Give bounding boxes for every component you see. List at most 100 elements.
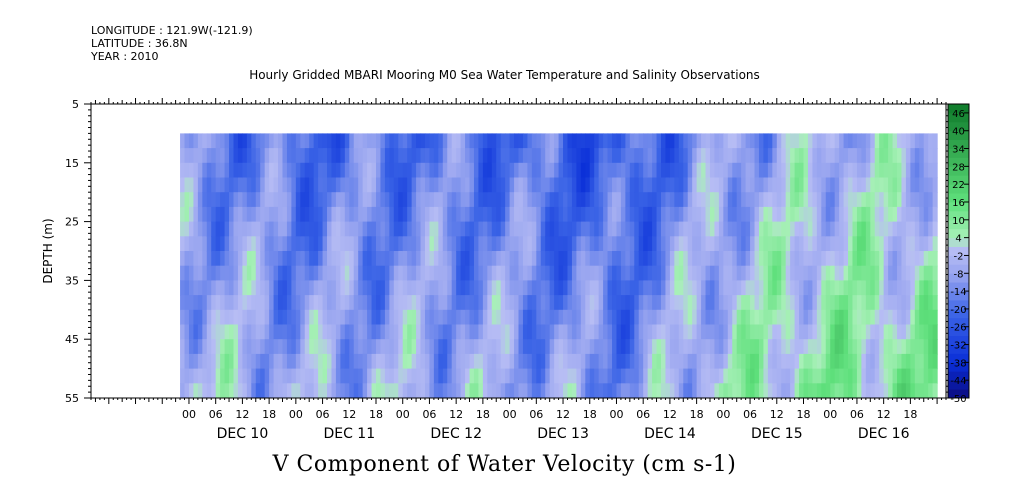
colorbar-tick-label: -38 bbox=[950, 358, 966, 369]
heatmap-cell bbox=[879, 236, 885, 252]
colorbar-bin bbox=[948, 246, 969, 256]
heatmap-cell bbox=[269, 206, 275, 223]
heatmap-cell bbox=[888, 280, 894, 296]
heatmap-cell bbox=[781, 368, 787, 384]
heatmap-cell bbox=[322, 206, 328, 223]
heatmap-cell bbox=[424, 324, 431, 340]
heatmap-cell bbox=[914, 383, 920, 398]
heatmap-cell bbox=[830, 221, 836, 237]
colorbar-bin bbox=[948, 273, 969, 283]
heatmap-cell bbox=[785, 206, 791, 223]
heatmap-cell bbox=[901, 236, 907, 252]
heatmap-cell bbox=[870, 309, 876, 326]
heatmap-cell bbox=[603, 236, 609, 252]
heatmap-cell bbox=[879, 206, 885, 223]
heatmap-cell bbox=[870, 236, 876, 252]
heatmap-cell bbox=[905, 280, 911, 296]
heatmap-cell bbox=[456, 177, 462, 193]
heatmap-cell bbox=[892, 324, 898, 340]
heatmap-cell bbox=[736, 324, 742, 340]
heatmap-cell bbox=[313, 265, 319, 281]
heatmap-cell bbox=[522, 192, 528, 208]
heatmap-cell bbox=[242, 265, 248, 281]
heatmap-cell bbox=[340, 236, 346, 252]
heatmap-cell bbox=[883, 353, 889, 370]
heatmap-cell bbox=[598, 280, 604, 296]
heatmap-cell bbox=[496, 368, 502, 384]
heatmap-cell bbox=[741, 339, 747, 355]
x-day-label: DEC 13 bbox=[537, 426, 589, 442]
heatmap-cell bbox=[353, 221, 359, 237]
heatmap-cell bbox=[856, 265, 862, 281]
heatmap-cell bbox=[193, 309, 199, 326]
heatmap-cell bbox=[612, 133, 618, 149]
heatmap-cell bbox=[429, 339, 435, 355]
heatmap-cell bbox=[732, 162, 738, 179]
heatmap-cell bbox=[255, 206, 261, 223]
heatmap-cell bbox=[612, 221, 618, 237]
heatmap-cell bbox=[358, 148, 364, 164]
heatmap-cell bbox=[687, 368, 693, 384]
heatmap-cell bbox=[554, 280, 560, 296]
heatmap-cell bbox=[291, 280, 297, 296]
heatmap-cell bbox=[322, 192, 328, 208]
x-tick-label: 00 bbox=[609, 408, 623, 421]
heatmap-cell bbox=[616, 339, 622, 355]
heatmap-cell bbox=[607, 339, 613, 355]
heatmap-cell bbox=[816, 177, 822, 193]
heatmap-cell bbox=[781, 309, 787, 326]
heatmap-cell bbox=[407, 133, 413, 149]
heatmap-cell bbox=[834, 368, 840, 384]
heatmap-cell bbox=[785, 324, 791, 340]
heatmap-cell bbox=[625, 148, 631, 164]
heatmap-cell bbox=[576, 368, 582, 384]
heatmap-cell bbox=[527, 162, 533, 179]
heatmap-cell bbox=[491, 368, 497, 384]
heatmap-cell bbox=[571, 162, 577, 179]
heatmap-cell bbox=[732, 265, 738, 281]
heatmap-cell bbox=[816, 309, 822, 326]
heatmap-cell bbox=[304, 324, 310, 340]
heatmap-cell bbox=[598, 295, 604, 311]
heatmap-cell bbox=[723, 221, 729, 237]
heatmap-cell bbox=[300, 295, 306, 311]
heatmap-cell bbox=[509, 148, 515, 164]
heatmap-cell bbox=[678, 177, 684, 193]
heatmap-cell bbox=[278, 192, 284, 208]
heatmap-cell bbox=[460, 368, 466, 384]
heatmap-cell bbox=[478, 177, 484, 193]
heatmap-cell bbox=[758, 265, 765, 281]
heatmap-cell bbox=[193, 339, 199, 355]
colorbar-tick-label: -14 bbox=[950, 287, 966, 298]
heatmap-cell bbox=[286, 265, 292, 281]
heatmap-cell bbox=[473, 148, 480, 164]
heatmap-cell bbox=[692, 324, 698, 340]
heatmap-cell bbox=[286, 353, 292, 370]
heatmap-cell bbox=[367, 221, 373, 237]
heatmap-cell bbox=[843, 353, 849, 370]
heatmap-cell bbox=[718, 177, 724, 193]
heatmap-cell bbox=[264, 148, 270, 164]
heatmap-cell bbox=[625, 162, 631, 179]
heatmap-cell bbox=[264, 133, 270, 149]
heatmap-cell bbox=[531, 251, 537, 267]
heatmap-cell bbox=[478, 353, 484, 370]
heatmap-cell bbox=[758, 324, 765, 340]
heatmap-cell bbox=[554, 133, 560, 149]
heatmap-cell bbox=[669, 309, 675, 326]
heatmap-cell bbox=[260, 162, 266, 179]
heatmap-cell bbox=[433, 383, 439, 398]
heatmap-cell bbox=[420, 280, 426, 296]
heatmap-cell bbox=[371, 236, 377, 252]
heatmap-cell bbox=[456, 339, 462, 355]
heatmap-cell bbox=[696, 368, 702, 384]
heatmap-cell bbox=[785, 177, 791, 193]
heatmap-cell bbox=[883, 324, 889, 340]
heatmap-cell bbox=[594, 309, 600, 326]
heatmap-cell bbox=[215, 309, 221, 326]
heatmap-cell bbox=[215, 177, 221, 193]
heatmap-cell bbox=[184, 251, 190, 267]
heatmap-cell bbox=[224, 206, 230, 223]
heatmap-cell bbox=[340, 383, 346, 398]
heatmap-cell bbox=[465, 148, 471, 164]
